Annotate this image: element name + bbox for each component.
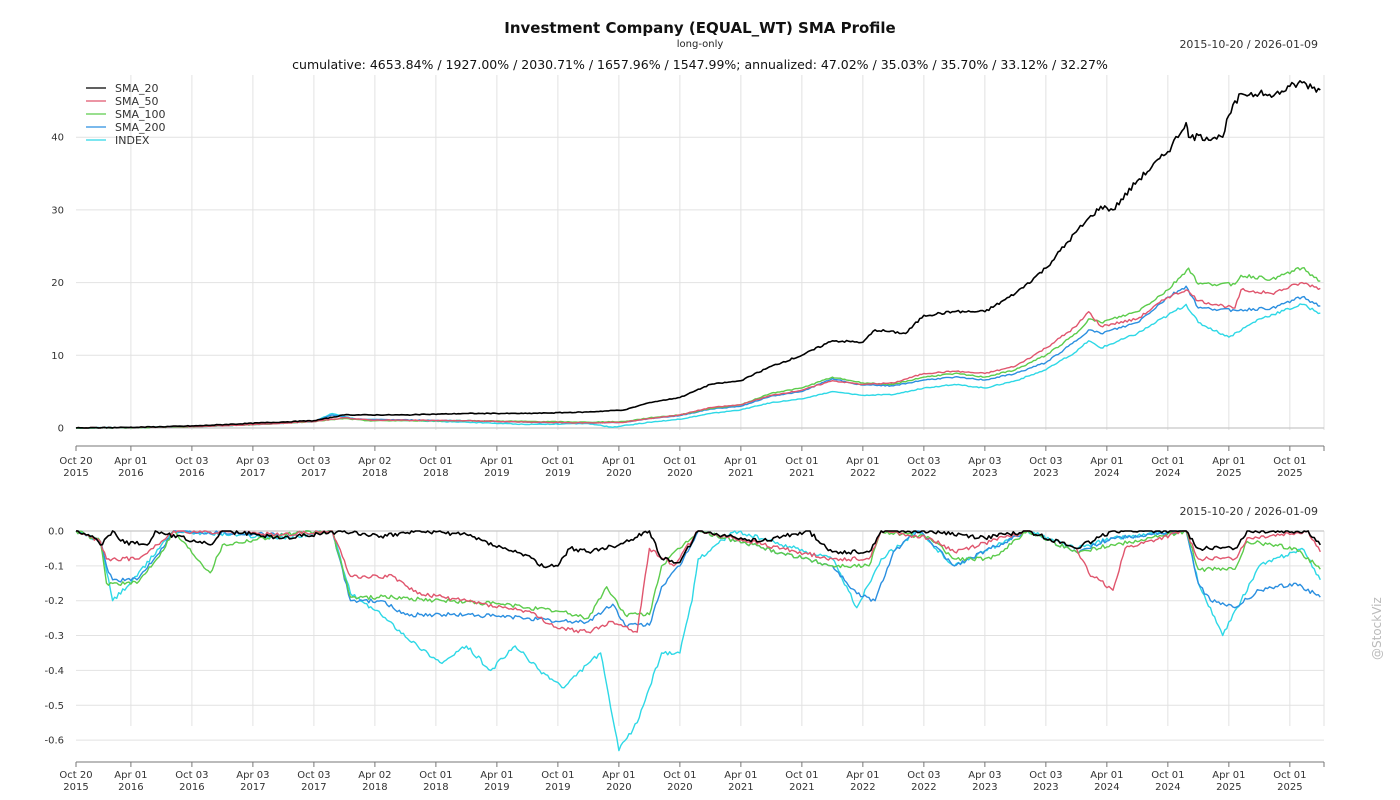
y-tick-label: 40 [51,133,64,144]
y-tick-label: 10 [51,351,64,362]
legend-label: SMA_20 [115,82,159,95]
series-line-sma-20 [75,80,1321,429]
x-tick-label: Apr 01 2021 [724,770,757,793]
y-tick-label: -0.2 [44,596,64,607]
y-tick-label: -0.5 [44,701,64,712]
x-tick-label: Apr 01 2025 [1212,456,1245,479]
x-tick-label: Apr 01 2021 [724,456,757,479]
x-tick-label: Oct 01 2020 [663,770,696,793]
series-line-sma-20 [76,530,1321,569]
series-line-sma-200 [75,285,1321,429]
legend-label: SMA_200 [115,121,166,134]
x-tick-label: Oct 03 2016 [175,770,208,793]
x-tick-label: Oct 01 2019 [541,456,574,479]
x-tick-label: Apr 02 2018 [358,456,391,479]
x-tick-label: Apr 03 2023 [968,456,1001,479]
legend-label: INDEX [115,134,150,147]
x-tick-label: Oct 01 2025 [1273,770,1306,793]
legend-label: SMA_100 [115,108,166,121]
x-tick-label: Apr 01 2022 [846,456,879,479]
x-tick-label: Oct 01 2020 [663,456,696,479]
y-tick-label: 0.0 [48,527,64,538]
series-line-sma-200 [75,530,1321,628]
x-tick-label: Apr 01 2019 [480,456,513,479]
x-tick-label: Oct 20 2015 [59,456,92,479]
x-tick-label: Oct 01 2018 [419,456,452,479]
x-tick-label: Apr 01 2016 [114,770,147,793]
x-tick-label: Apr 01 2025 [1212,770,1245,793]
x-tick-label: Oct 03 2023 [1029,770,1062,793]
x-tick-label: Apr 01 2024 [1090,456,1123,479]
x-tick-label: Oct 03 2017 [297,770,330,793]
x-tick-label: Apr 01 2019 [480,770,513,793]
x-tick-label: Oct 01 2024 [1151,770,1184,793]
date-range-bottom: 2015-10-20 / 2026-01-09 [1179,505,1318,518]
x-tick-label: Oct 01 2021 [785,770,818,793]
y-tick-label: 0 [58,424,64,435]
x-tick-label: Oct 01 2018 [419,770,452,793]
x-tick-label: Oct 03 2023 [1029,456,1062,479]
y-tick-label: -0.4 [44,666,64,677]
chart-title: Investment Company (EQUAL_WT) SMA Profil… [504,19,896,37]
date-range-top: 2015-10-20 / 2026-01-09 [1179,38,1318,51]
x-tick-label: Apr 01 2016 [114,456,147,479]
x-tick-label: Apr 01 2020 [602,770,635,793]
chart-subtitle: long-only [676,39,724,50]
x-tick-label: Oct 03 2022 [907,456,940,479]
series-line-sma-100 [75,530,1321,620]
x-tick-label: Oct 03 2016 [175,456,208,479]
y-tick-label: -0.1 [44,561,64,572]
x-tick-label: Oct 03 2017 [297,456,330,479]
x-tick-label: Apr 03 2017 [236,456,269,479]
y-tick-label: -0.6 [44,736,64,747]
x-tick-label: Apr 01 2022 [846,770,879,793]
x-tick-label: Oct 01 2021 [785,456,818,479]
y-tick-label: -0.3 [44,631,64,642]
x-tick-label: Apr 03 2023 [968,770,1001,793]
x-tick-label: Oct 01 2019 [541,770,574,793]
returns-summary: cumulative: 4653.84% / 1927.00% / 2030.7… [292,57,1108,72]
x-tick-label: Apr 01 2020 [602,456,635,479]
x-tick-label: Oct 20 2015 [59,770,92,793]
legend-label: SMA_50 [115,95,159,108]
y-tick-label: 30 [51,205,64,216]
y-tick-label: 20 [51,278,64,289]
x-tick-label: Apr 02 2018 [358,770,391,793]
drawdown-plot: 0.0 -0.1 -0.2 -0.3 -0.4 -0.5 -0.6 Oct 20 2015 Apr… [44,527,1325,793]
x-tick-label: Apr 01 2024 [1090,770,1123,793]
x-tick-label: Oct 01 2025 [1273,456,1306,479]
series-line-sma-50 [75,281,1321,429]
x-tick-label: Oct 03 2022 [907,770,940,793]
x-tick-label: Oct 01 2024 [1151,456,1184,479]
cumulative-returns-plot: 0 10 20 30 40 Oct 20 2015 Apr 01 2016 Oct 03 2016 A… [51,75,1325,479]
series-line-sma-100 [75,267,1321,429]
series-line-sma-50 [76,530,1321,634]
x-tick-label: Apr 03 2017 [236,770,269,793]
series-line-index [75,530,1321,752]
